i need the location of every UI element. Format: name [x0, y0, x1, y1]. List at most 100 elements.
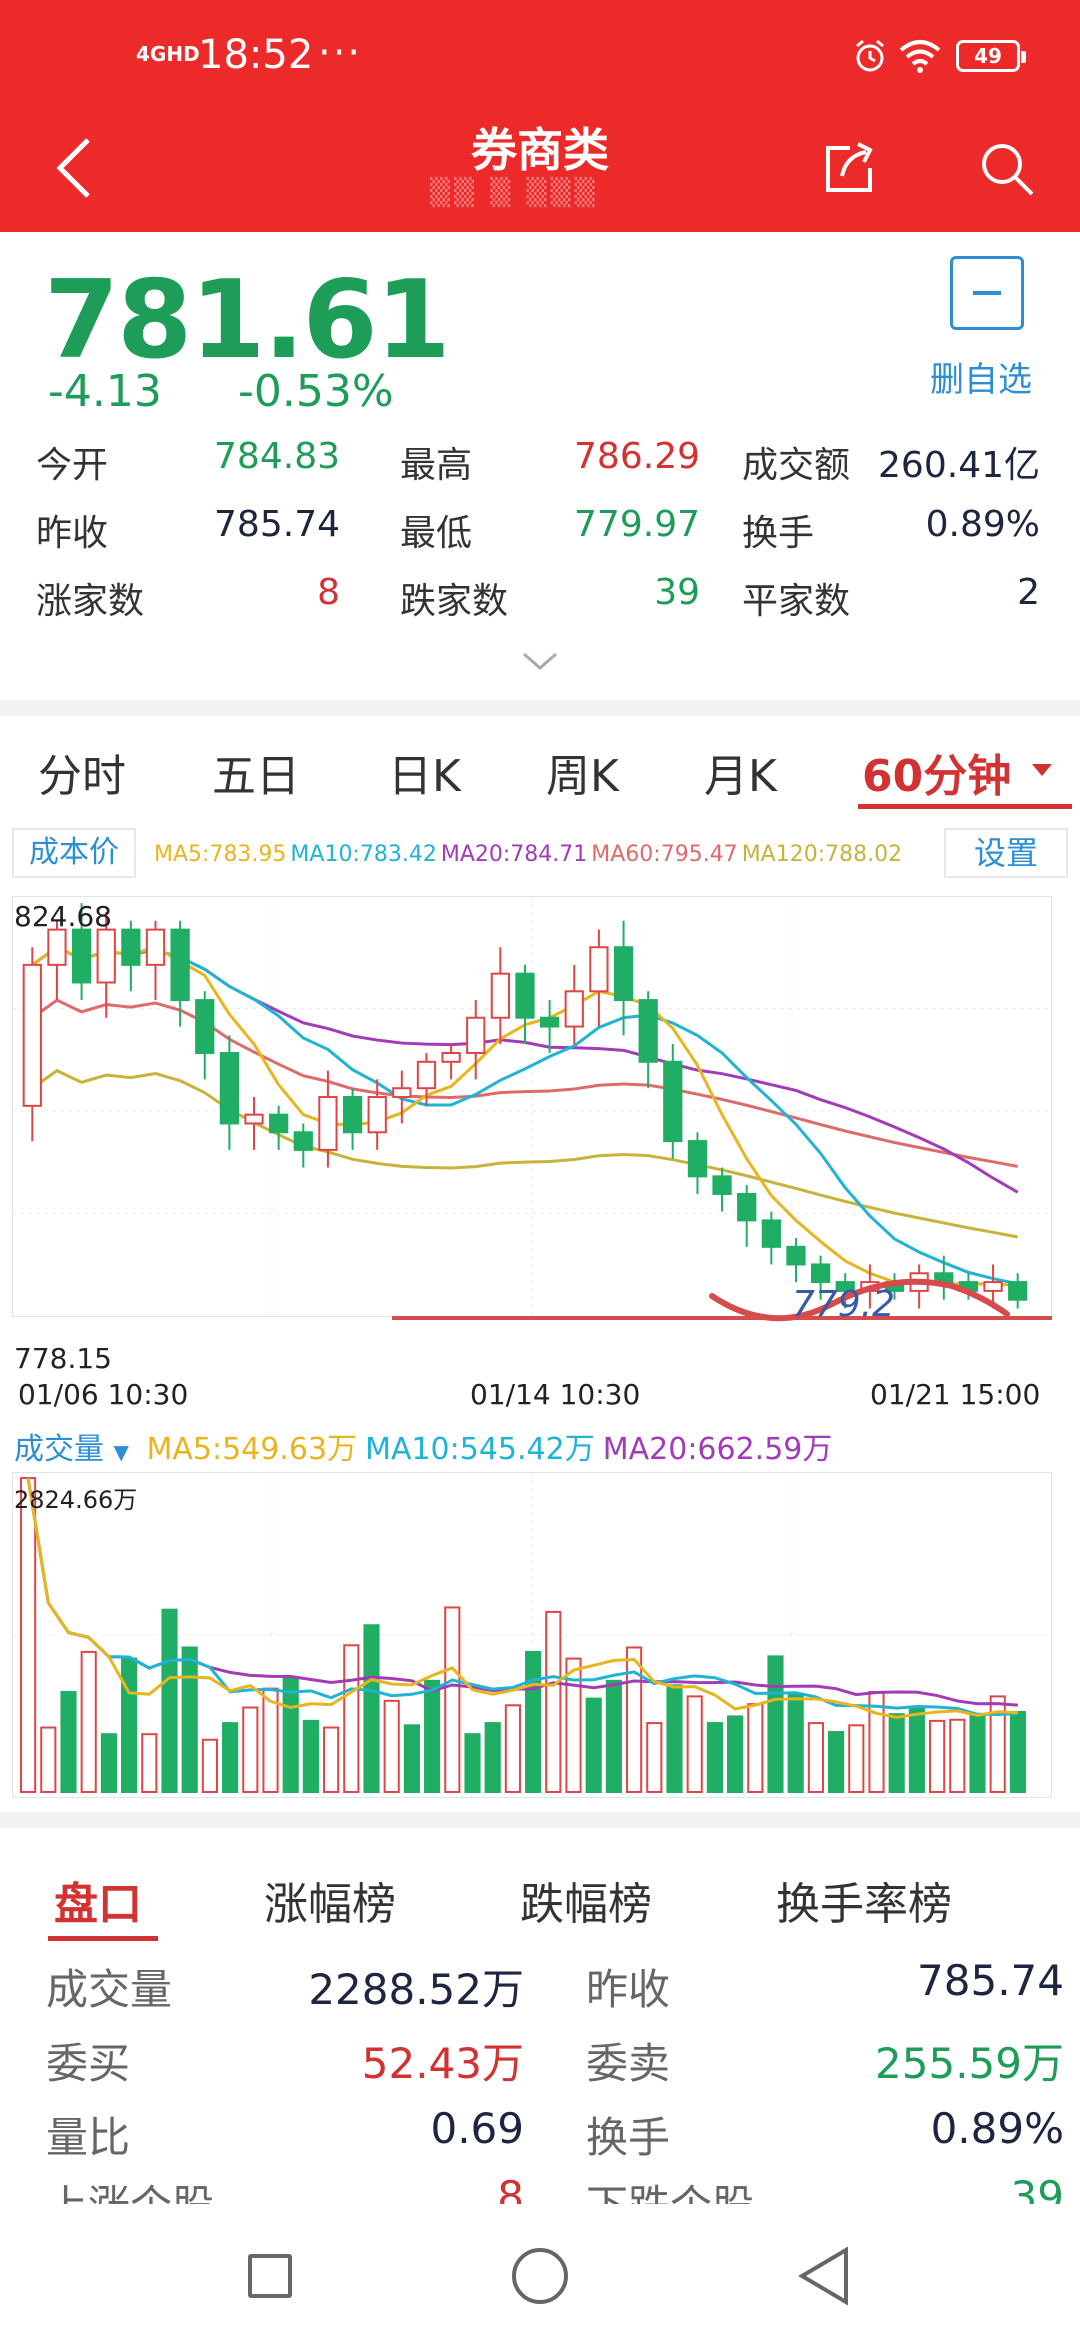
remove-watchlist-label[interactable]: 删自选 [930, 360, 1032, 400]
ma-value-4: MA120:788.02 [741, 842, 903, 867]
status-bar: 4GHD 18:52 ··· 49 [0, 28, 1080, 88]
candle-body [145, 928, 166, 966]
pankou-tab-2[interactable]: 跌幅榜 [520, 1879, 652, 1930]
volume-ma-1: MA10:545.42万 [365, 1432, 595, 1467]
settings-button[interactable]: 设置 [944, 828, 1068, 878]
dropdown-arrow-icon[interactable] [1032, 764, 1052, 776]
stat-value: 785.74 [214, 504, 340, 545]
pankou-tab-1[interactable]: 涨幅榜 [264, 1879, 396, 1930]
volume-bar [282, 1677, 299, 1793]
candle-body [392, 1087, 412, 1099]
ma-legend-bar: 成本价 MA5:783.95 MA10:783.42 MA20:784.71 MA60… [0, 824, 1080, 884]
tab-2[interactable]: 日K [388, 751, 461, 802]
volume-bar [727, 1715, 744, 1793]
network-indicator: 4GHD [136, 42, 200, 66]
volume-bar [565, 1657, 582, 1793]
candle-body [712, 1175, 732, 1195]
volume-bar [121, 1657, 138, 1793]
back-chevron-icon[interactable] [50, 136, 100, 200]
candle-body [466, 1016, 486, 1054]
stat-value: 8 [317, 572, 340, 613]
volume-bar [767, 1655, 784, 1793]
section-divider [0, 700, 1080, 716]
recents-button[interactable] [248, 2254, 292, 2298]
candle-body [367, 1096, 387, 1134]
remove-watchlist-button[interactable] [950, 256, 1024, 330]
volume-bar [1009, 1710, 1026, 1793]
candlestick-chart[interactable]: 779.2 [12, 896, 1052, 1372]
back-triangle-icon[interactable] [796, 2246, 852, 2306]
candle-body [293, 1131, 313, 1151]
tab-4[interactable]: 月K [704, 751, 777, 802]
candle-body [96, 928, 116, 984]
active-tab-underline [858, 804, 1072, 809]
stat-value: 260.41亿 [878, 445, 1040, 486]
pankou-label: 上涨个股 [46, 2172, 214, 2204]
tab-1[interactable]: 五日 [212, 751, 300, 802]
volume-bar [807, 1722, 824, 1793]
volume-bar [666, 1684, 683, 1793]
volume-bar [747, 1703, 764, 1794]
pankou-label: 量比 [46, 2113, 131, 2162]
x-label-start: 01/06 10:30 [18, 1378, 189, 1411]
share-icon[interactable] [820, 138, 880, 198]
page-title: 券商类 [471, 123, 609, 177]
volume-bar [100, 1733, 117, 1794]
volume-ma-0: MA5:549.63万 [146, 1432, 358, 1467]
volume-dropdown-icon[interactable]: ▼ [113, 1440, 129, 1464]
volume-label[interactable]: 成交量 [14, 1432, 104, 1467]
stat-label: 换手 [742, 513, 815, 554]
volume-bar [363, 1624, 380, 1793]
volume-bar [545, 1610, 562, 1793]
pankou-label: 委买 [46, 2039, 131, 2088]
price-change: -4.13 [48, 366, 162, 417]
pankou-value: 0.89% [930, 2104, 1064, 2153]
volume-bar [161, 1608, 178, 1793]
candle-body [416, 1060, 437, 1090]
tab-3[interactable]: 周K [546, 751, 619, 802]
candle-body [47, 928, 67, 966]
price-change-pct: -0.53% [238, 366, 394, 417]
candle-body [737, 1192, 757, 1222]
stat-label: 最低 [400, 513, 473, 554]
volume-bar [969, 1713, 986, 1793]
stat-value: 2 [1017, 572, 1040, 613]
volume-bar [60, 1690, 77, 1793]
candle-body [983, 1281, 1003, 1292]
volume-bar [525, 1650, 542, 1793]
status-dots: ··· [318, 30, 363, 76]
tab-5[interactable]: 60分钟 [862, 751, 1012, 802]
volume-bar [585, 1697, 602, 1793]
ma-values: MA5:783.95 MA10:783.42 MA20:784.71 MA60:795… [154, 842, 906, 867]
volume-bar [141, 1733, 158, 1794]
cost-price-button[interactable]: 成本价 [12, 828, 136, 878]
candle-body [761, 1219, 781, 1248]
battery-icon: 49 [956, 40, 1026, 72]
home-button[interactable] [512, 2248, 568, 2304]
ma120-line [31, 1068, 1018, 1239]
expand-chevron-icon[interactable] [522, 650, 558, 674]
search-icon[interactable] [976, 138, 1036, 198]
volume-bar [989, 1695, 1006, 1793]
ma10-line [31, 945, 1018, 1286]
section-divider [0, 1812, 1080, 1828]
candle-body [613, 946, 634, 1002]
pankou-tab-3[interactable]: 换手率榜 [776, 1879, 952, 1930]
current-price: 781.61 [44, 258, 451, 383]
volume-bar [828, 1730, 845, 1793]
volume-bar [20, 1477, 37, 1794]
candle-body [490, 972, 510, 1019]
vol-ma5-line [26, 1477, 1018, 1719]
candle-body [22, 963, 42, 1107]
pankou-tab-0[interactable]: 盘口 [54, 1879, 142, 1930]
pankou-value: 0.69 [430, 2104, 524, 2153]
volume-bar [201, 1738, 218, 1793]
volume-chart[interactable] [12, 1472, 1052, 1798]
volume-bar [424, 1679, 441, 1793]
volume-bar [403, 1724, 420, 1794]
candle-body [121, 928, 141, 966]
stat-label: 今开 [36, 445, 109, 486]
pankou-tabs: 盘口 涨幅榜 跌幅榜 换手率榜 [0, 1856, 1080, 1941]
tab-0[interactable]: 分时 [38, 751, 126, 802]
volume-bar [605, 1679, 622, 1793]
